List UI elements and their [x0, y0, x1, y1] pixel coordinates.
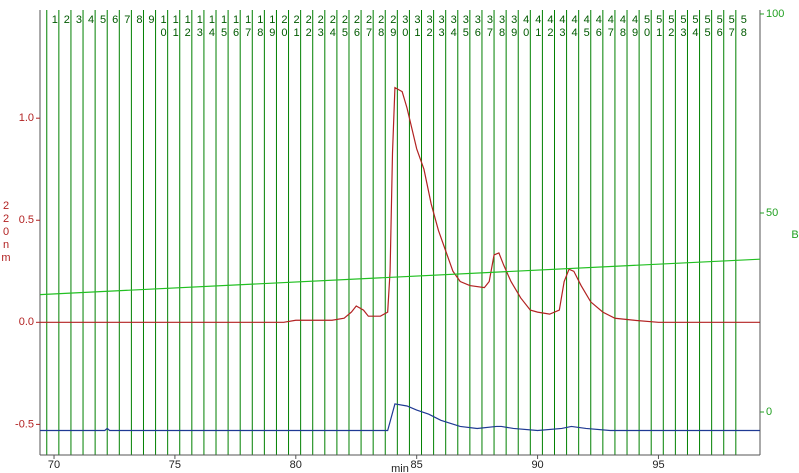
y-tick-label: 1.0 — [19, 112, 34, 124]
fraction-label: 16 — [230, 14, 243, 40]
trace — [39, 258, 761, 296]
x-tick-label: 85 — [411, 459, 423, 471]
fraction-label: 26 — [350, 14, 363, 40]
fraction-label: 36 — [471, 14, 484, 40]
fraction-label: 15 — [218, 14, 230, 40]
x-tick-label: 90 — [531, 459, 543, 471]
fraction-label: 49 — [629, 14, 642, 40]
fraction-label: 45 — [580, 14, 593, 40]
fraction-label: 58 — [737, 14, 750, 40]
y2-tick-label: 50 — [766, 207, 778, 219]
fraction-label: 47 — [604, 14, 617, 40]
y2-tick-label: 100 — [766, 8, 784, 20]
y2-axis-label: B — [789, 229, 799, 242]
fraction-label: 56 — [713, 14, 726, 40]
y-tick-label: -0.5 — [15, 418, 34, 430]
fraction-label: 1 — [48, 14, 61, 27]
fraction-label: 11 — [169, 14, 182, 40]
fraction-label: 5 — [97, 14, 110, 27]
fraction-label: 38 — [496, 14, 509, 40]
fraction-label: 44 — [568, 14, 581, 40]
fraction-label: 13 — [193, 14, 206, 40]
fraction-label: 32 — [423, 14, 436, 40]
fraction-label: 24 — [326, 14, 339, 40]
fraction-label: 12 — [181, 14, 194, 40]
fraction-label: 6 — [109, 14, 122, 27]
fraction-label: 51 — [653, 14, 666, 40]
fraction-label: 43 — [556, 14, 569, 40]
fraction-label: 29 — [387, 14, 400, 40]
y2-tick-label: 0 — [766, 406, 772, 418]
fraction-label: 18 — [254, 14, 267, 40]
fraction-label: 8 — [133, 14, 146, 27]
trace — [40, 403, 760, 432]
fraction-label: 55 — [701, 14, 714, 40]
fraction-label: 4 — [85, 14, 98, 27]
fraction-label: 19 — [266, 14, 279, 40]
fraction-label: 3 — [72, 14, 85, 27]
fraction-label: 22 — [302, 14, 315, 40]
trace — [40, 86, 760, 323]
y-axis-label: 220nm — [0, 200, 12, 265]
fraction-label: 20 — [278, 14, 291, 40]
fraction-label: 42 — [544, 14, 557, 40]
fraction-label: 57 — [725, 14, 738, 40]
fraction-label: 54 — [689, 14, 702, 40]
x-tick-label: 75 — [169, 459, 181, 471]
fraction-label: 53 — [677, 14, 690, 40]
fraction-label: 25 — [338, 14, 351, 40]
fraction-label: 28 — [375, 14, 388, 40]
fraction-label: 48 — [616, 14, 629, 40]
fraction-label: 2 — [60, 14, 73, 27]
fraction-label: 41 — [532, 14, 545, 40]
x-tick-label: 70 — [48, 459, 60, 471]
fraction-label: 37 — [483, 14, 496, 40]
y-tick-label: 0.5 — [19, 214, 34, 226]
fraction-label: 34 — [447, 14, 460, 40]
x-tick-label: 80 — [290, 459, 302, 471]
fraction-label: 23 — [314, 14, 327, 40]
fraction-label: 21 — [290, 14, 303, 40]
fraction-label: 9 — [145, 14, 158, 27]
fraction-label: 35 — [459, 14, 472, 40]
y-tick-label: 0.0 — [19, 316, 34, 328]
fraction-label: 30 — [399, 14, 412, 40]
fraction-label: 10 — [157, 14, 170, 40]
fraction-label: 31 — [411, 14, 424, 40]
fraction-label: 46 — [592, 14, 605, 40]
x-axis-label: min — [391, 463, 409, 473]
fraction-label: 17 — [242, 14, 255, 40]
fraction-label: 52 — [665, 14, 678, 40]
fraction-label: 50 — [641, 14, 654, 40]
fraction-label: 39 — [508, 14, 521, 40]
fraction-label: 40 — [520, 14, 533, 40]
fraction-label: 33 — [435, 14, 448, 40]
fraction-label: 14 — [205, 14, 218, 40]
fraction-label: 27 — [363, 14, 376, 40]
fraction-label: 7 — [121, 14, 134, 27]
x-tick-label: 95 — [652, 459, 664, 471]
